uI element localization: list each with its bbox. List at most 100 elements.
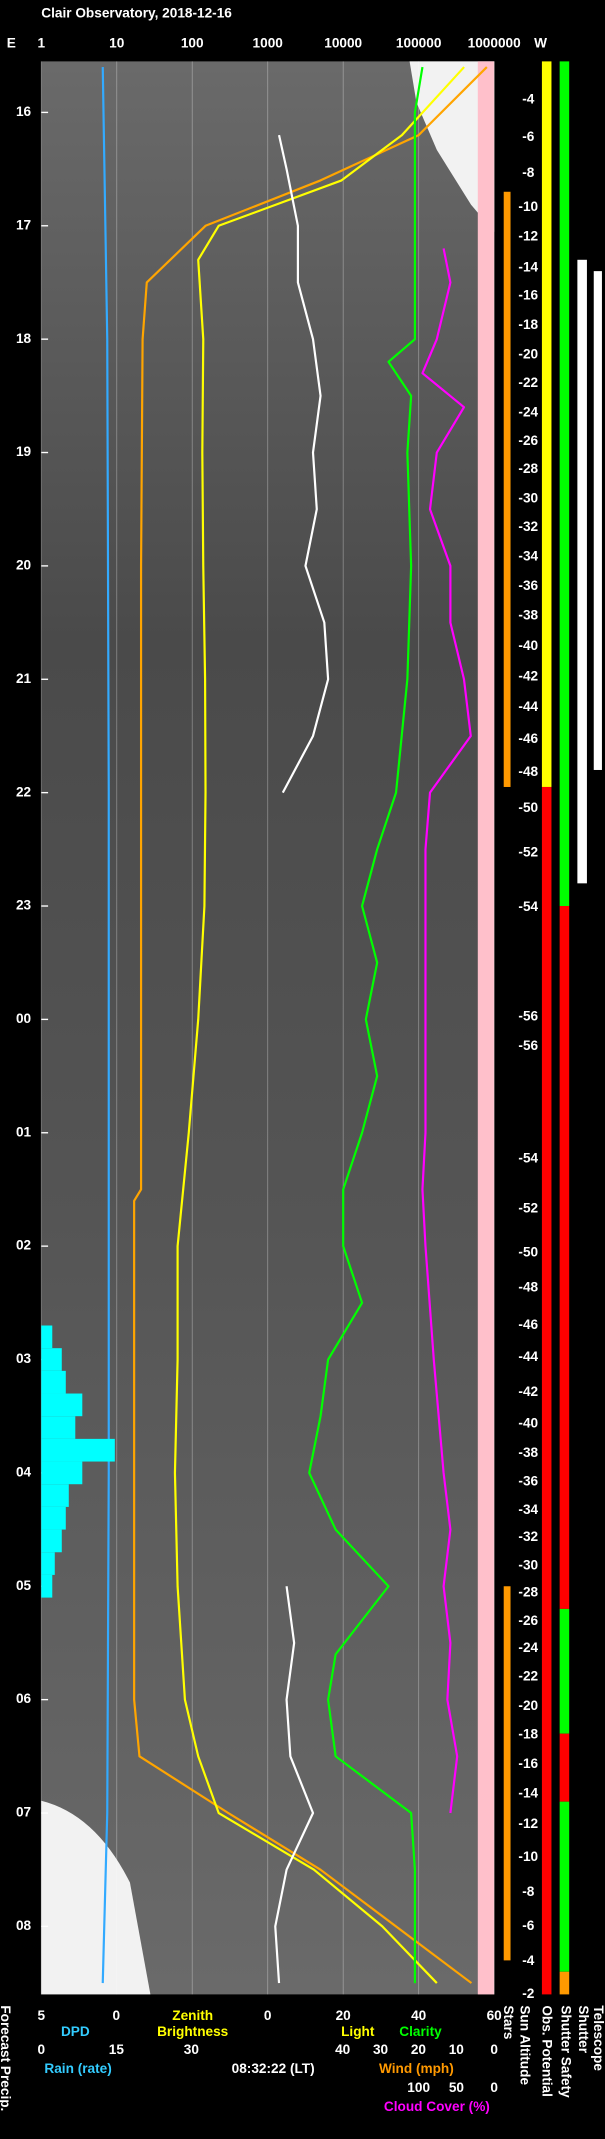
y-tick-label: 23	[16, 898, 32, 913]
west-label: W	[534, 35, 547, 50]
chart-title: Clair Observatory, 2018-12-16	[41, 5, 232, 20]
y-tick-label: 22	[16, 784, 32, 799]
y-tick-label: 02	[16, 1238, 32, 1253]
sun-altitude-label: -6	[522, 1918, 535, 1933]
x-tick-label: 1000000	[468, 35, 521, 50]
axis-label: DPD	[61, 2024, 90, 2039]
bottom-tick-label: 100	[407, 2080, 430, 2095]
axis-label: Rain (rate)	[44, 2061, 111, 2076]
status-segment	[593, 271, 602, 770]
sun-altitude-label: -8	[522, 165, 535, 180]
status-segment	[541, 786, 552, 1995]
bottom-tick-label: 40	[411, 2008, 427, 2023]
sun-altitude-label: -18	[518, 1726, 538, 1741]
sun-altitude-label: -6	[522, 129, 535, 144]
rain-bar	[41, 1574, 53, 1598]
series-line	[173, 66, 465, 1984]
y-tick-label: 08	[16, 1918, 32, 1933]
y-tick-label: 18	[16, 331, 32, 346]
series-line	[274, 134, 330, 1984]
sun-altitude-label: -32	[518, 519, 538, 534]
sun-altitude-label: -8	[522, 1884, 535, 1899]
sun-altitude-label: -24	[518, 1640, 538, 1655]
sun-altitude-label: -46	[518, 1317, 538, 1332]
strip-label: Telescope	[591, 2005, 605, 2071]
rain-bar	[41, 1529, 62, 1553]
series-line	[308, 66, 424, 1984]
sun-altitude-label: -12	[518, 229, 538, 244]
axis-label: Clarity	[399, 2024, 442, 2039]
rain-bar	[41, 1370, 66, 1394]
sun-altitude-label: -48	[518, 764, 538, 779]
sun-altitude-label: -14	[518, 1785, 538, 1800]
series-line	[421, 248, 472, 1814]
bottom-tick-label: 60	[487, 2008, 503, 2023]
sun-altitude-label: -40	[518, 638, 538, 653]
sun-altitude-label: -2	[522, 1986, 535, 2001]
sun-altitude-label: -56	[518, 1009, 538, 1024]
sun-altitude-label: -36	[518, 1474, 538, 1489]
status-segment	[559, 1801, 570, 1972]
zenith-label: Brightness	[157, 2024, 229, 2039]
forecast-label: Forecast Precip.	[0, 2005, 13, 2111]
sun-altitude-label: -54	[518, 1150, 538, 1165]
rain-bar	[41, 1348, 62, 1371]
status-segment	[503, 191, 511, 787]
status-segment	[559, 1608, 570, 1734]
sun-altitude-label: -52	[518, 844, 538, 859]
sun-altitude-label: -56	[518, 1038, 538, 1053]
sun-altitude-label: -4	[522, 1953, 535, 1968]
sun-altitude-label: -16	[518, 288, 538, 303]
status-segment	[559, 906, 570, 1609]
rain-bar	[41, 1438, 115, 1462]
sky-image	[41, 61, 495, 1995]
x-tick-label: 1000	[253, 35, 284, 50]
sun-altitude-label: -34	[518, 548, 538, 563]
rain-bar	[41, 1393, 83, 1417]
timestamp: 08:32:22 (LT)	[232, 2061, 315, 2076]
bottom-tick-label: 30	[373, 2042, 389, 2057]
sun-altitude-label: -20	[518, 1698, 538, 1713]
sun-altitude-label: -44	[518, 699, 538, 714]
y-tick-label: 04	[16, 1464, 32, 1479]
zenith-label: Zenith	[172, 2008, 213, 2023]
strip-label: Obs. Potential	[539, 2005, 554, 2097]
strip-label: Shutter Safety	[558, 2005, 573, 2098]
bottom-tick-label: 0	[490, 2080, 498, 2095]
sun-altitude-label: -32	[518, 1529, 538, 1544]
sun-altitude-label: -38	[518, 1445, 538, 1460]
bottom-tick-label: 0	[264, 2008, 272, 2023]
sun-altitude-label: -40	[518, 1416, 538, 1431]
sun-altitude-label: -22	[518, 1669, 538, 1684]
y-tick-label: 05	[16, 1578, 32, 1593]
x-tick-label: 10	[109, 35, 125, 50]
rain-bar	[41, 1484, 69, 1507]
sun-altitude-label: -20	[518, 347, 538, 362]
status-segment	[577, 259, 587, 884]
bottom-tick-label: 40	[335, 2042, 351, 2057]
rain-bar	[41, 1325, 53, 1349]
sun-altitude-label: -42	[518, 1384, 538, 1399]
bottom-tick-label: 15	[109, 2042, 125, 2057]
sun-altitude-label: -50	[518, 1245, 538, 1260]
series-line	[101, 67, 110, 1984]
bottom-tick-label: 20	[411, 2042, 427, 2057]
sun-altitude-label: -54	[518, 899, 538, 914]
bottom-tick-label: 5	[37, 2008, 45, 2023]
x-tick-label: 100	[181, 35, 204, 50]
rain-bar	[41, 1506, 66, 1530]
rain-bar	[41, 1461, 83, 1485]
sun-altitude-label: -14	[518, 259, 538, 274]
y-tick-label: 21	[16, 671, 32, 686]
bottom-tick-label: 20	[336, 2008, 352, 2023]
y-tick-label: 00	[16, 1011, 32, 1026]
y-tick-label: 01	[16, 1124, 32, 1139]
sun-altitude-label: -10	[518, 1849, 538, 1864]
sun-altitude-label: -4	[522, 92, 535, 107]
axis-label: Cloud Cover (%)	[384, 2099, 490, 2114]
sun-altitude-label: -30	[518, 491, 538, 506]
pink-band	[477, 61, 495, 1995]
sun-altitude-label: -26	[518, 1613, 538, 1628]
